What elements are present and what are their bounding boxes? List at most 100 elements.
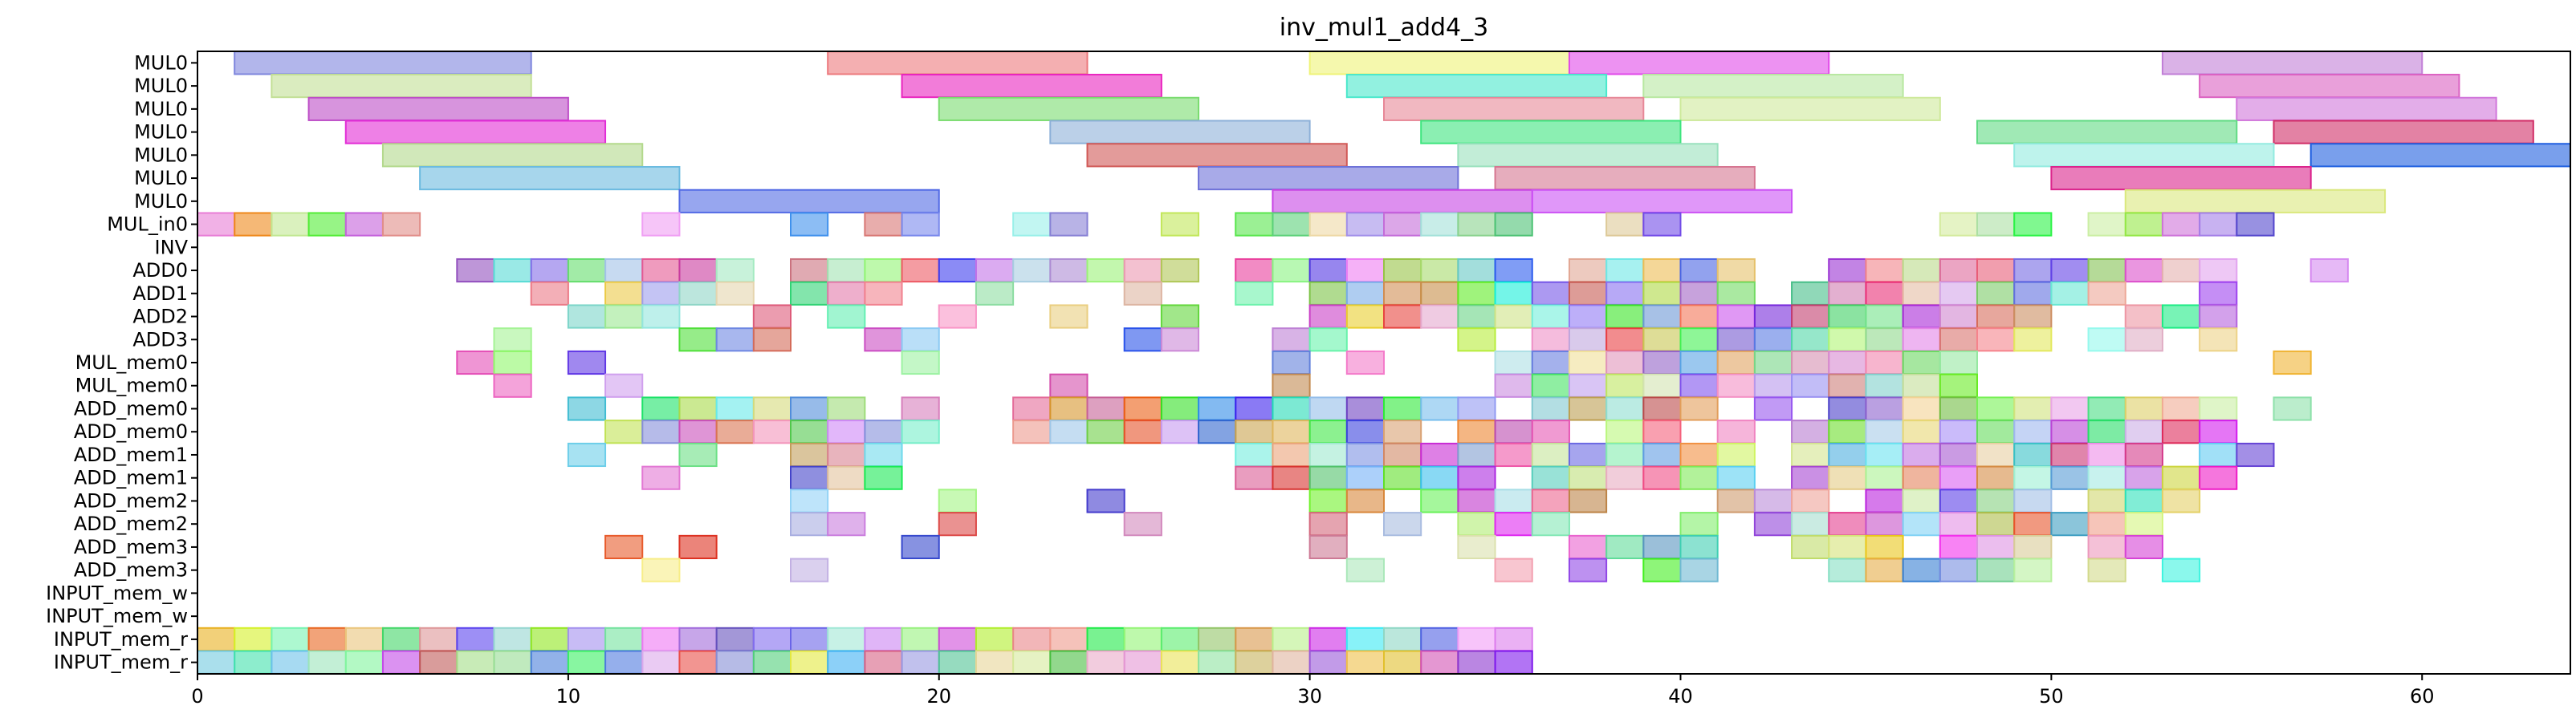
task-bar (1679, 465, 1719, 490)
task-bar (1642, 258, 1682, 283)
task-bar (1123, 396, 1162, 421)
y-tick-label: ADD_mem2 (74, 513, 188, 535)
task-bar (1235, 258, 1274, 283)
task-bar (1494, 304, 1533, 329)
task-bar (1976, 281, 2016, 306)
task-bar (1345, 212, 1385, 237)
task-bar (1345, 489, 1385, 513)
task-bar (1679, 258, 1719, 283)
task-bar (493, 350, 532, 375)
task-bar (1642, 420, 1682, 444)
task-bar (1902, 512, 1941, 537)
task-bar (1828, 396, 1867, 421)
task-bar (827, 465, 866, 490)
task-bar (864, 650, 903, 675)
task-bar (2236, 96, 2497, 121)
task-bar (381, 627, 421, 651)
task-bar (1865, 396, 1904, 421)
y-tick-label: MUL0 (134, 144, 188, 166)
task-bar (2087, 396, 2126, 421)
y-tick-label: MUL0 (134, 75, 188, 97)
task-bar (1828, 420, 1867, 444)
task-bar (2124, 489, 2163, 513)
task-bar (2199, 281, 2238, 306)
task-bar (1716, 281, 1756, 306)
y-tick-label: INPUT_mem_r (54, 628, 188, 651)
task-bar (1865, 304, 1904, 329)
task-bar (1642, 465, 1682, 490)
y-tick-label: ADD_mem0 (74, 397, 188, 420)
task-bar (1865, 258, 1904, 283)
task-bar (1828, 534, 1867, 560)
task-bar (604, 627, 644, 651)
task-bar (1828, 465, 1867, 490)
task-bar (307, 650, 347, 675)
task-bar (1939, 512, 1978, 537)
task-bar (1902, 281, 1941, 306)
task-bar (2161, 212, 2201, 237)
task-bar (715, 281, 755, 306)
task-bar (1753, 489, 1793, 513)
task-bar (1345, 558, 1385, 582)
task-bar (1123, 258, 1162, 283)
task-bar (493, 327, 532, 352)
task-bar (1902, 465, 1941, 490)
task-bar (1420, 650, 1459, 675)
task-bar (197, 650, 236, 675)
task-bar (2161, 420, 2201, 444)
y-tick-label: ADD_mem1 (74, 444, 188, 466)
task-bar (1383, 442, 1422, 468)
task-bar (2013, 489, 2053, 513)
task-bar (1976, 304, 2016, 329)
task-bar (1198, 650, 1237, 675)
task-bar (2013, 558, 2053, 582)
task-bar (641, 396, 681, 421)
task-bar (1568, 327, 1608, 352)
task-bar (1568, 465, 1608, 490)
task-bar (1568, 51, 1830, 75)
task-bar (567, 304, 607, 329)
task-bar (1642, 534, 1682, 560)
task-bar (1494, 489, 1533, 513)
task-bar (1123, 281, 1162, 306)
task-bar (1123, 327, 1162, 352)
task-bar (1865, 350, 1904, 375)
task-bar (2087, 512, 2126, 537)
x-tick-label: 10 (556, 685, 581, 708)
task-bar (1345, 627, 1385, 651)
task-bar (1791, 327, 1830, 352)
task-bar (678, 189, 940, 213)
task-bar (1791, 465, 1830, 490)
task-bar (1383, 650, 1422, 675)
task-bar (752, 327, 792, 352)
task-bar (456, 258, 495, 283)
task-bar (1160, 212, 1200, 237)
task-bar (641, 212, 681, 237)
task-bar (1902, 420, 1941, 444)
task-bar (2013, 304, 2053, 329)
task-bar (1679, 512, 1719, 537)
task-bar (1642, 442, 1682, 468)
task-bar (1828, 258, 1867, 283)
task-bar (1123, 627, 1162, 651)
task-bar (1457, 212, 1496, 237)
task-bar (1494, 165, 1756, 191)
task-bar (2013, 420, 2053, 444)
task-bar (419, 650, 458, 675)
task-bar (1531, 304, 1570, 329)
task-bar (2124, 442, 2163, 468)
task-bar (1012, 258, 1052, 283)
task-bar (2087, 281, 2126, 306)
task-bar (1679, 96, 1941, 121)
task-bar (1976, 396, 2016, 421)
task-bar (1828, 558, 1867, 582)
task-bar (307, 212, 347, 237)
task-bar (2087, 212, 2126, 237)
task-bar (1086, 627, 1125, 651)
task-bar (1494, 281, 1533, 306)
x-tick-label: 30 (1297, 685, 1322, 708)
task-bar (1123, 512, 1162, 537)
task-bar (2199, 465, 2238, 490)
task-bar (1494, 650, 1533, 675)
task-bar (1457, 627, 1496, 651)
